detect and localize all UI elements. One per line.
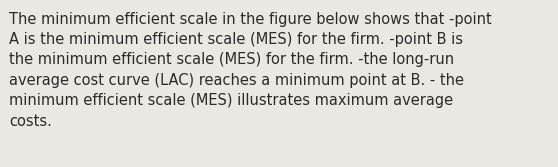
Text: The minimum efficient scale in the figure below shows that -point
A is the minim: The minimum efficient scale in the figur… — [9, 12, 492, 129]
